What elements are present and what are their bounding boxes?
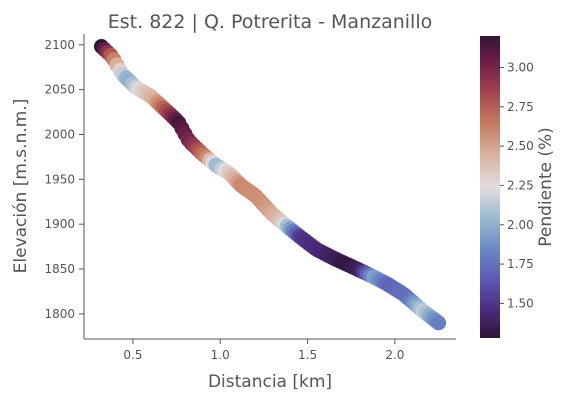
x-tick-label: 2.0 (385, 348, 404, 362)
y-tick-label: 1950 (44, 172, 75, 186)
y-tick-label: 1900 (44, 217, 75, 231)
colorbar-tick-label: 1.75 (507, 257, 534, 271)
colorbar-label: Pendiente (%) (536, 127, 556, 247)
colorbar-tick-label: 2.25 (507, 178, 534, 192)
x-tick-label: 1.0 (211, 348, 230, 362)
colorbar-gradient (480, 36, 500, 338)
data-point (431, 315, 447, 331)
y-tick-label: 1850 (44, 262, 75, 276)
chart-title: Est. 822 | Q. Potrerita - Manzanillo (108, 11, 432, 33)
colorbar-tick-label: 2.75 (507, 100, 534, 114)
y-tick-label: 2050 (44, 83, 75, 97)
scatter-points (93, 39, 447, 331)
y-tick-label: 2000 (44, 127, 75, 141)
x-tick-label: 0.5 (123, 348, 142, 362)
colorbar: 1.50 1.75 2.00 2.25 2.50 2.75 3.00 Pendiente (… (480, 36, 556, 338)
colorbar-tick-label: 2.00 (507, 218, 534, 232)
plot-axes (83, 34, 456, 340)
y-tick-label: 2100 (44, 38, 75, 52)
y-axis-label: Elevación [m.s.n.m.] (11, 99, 31, 274)
y-axis-ticks: 1800 1850 1900 1950 2000 2050 2100 (44, 38, 84, 321)
colorbar-ticks: 1.50 1.75 2.00 2.25 2.50 2.75 3.00 (500, 60, 534, 310)
colorbar-tick-label: 3.00 (507, 60, 534, 74)
x-axis-ticks: 0.5 1.0 1.5 2.0 (123, 339, 404, 362)
x-axis-label: Distancia [km] (208, 372, 332, 392)
colorbar-tick-label: 1.50 (507, 296, 534, 310)
colorbar-tick-label: 2.50 (507, 139, 534, 153)
y-tick-label: 1800 (44, 307, 75, 321)
x-tick-label: 1.5 (298, 348, 317, 362)
